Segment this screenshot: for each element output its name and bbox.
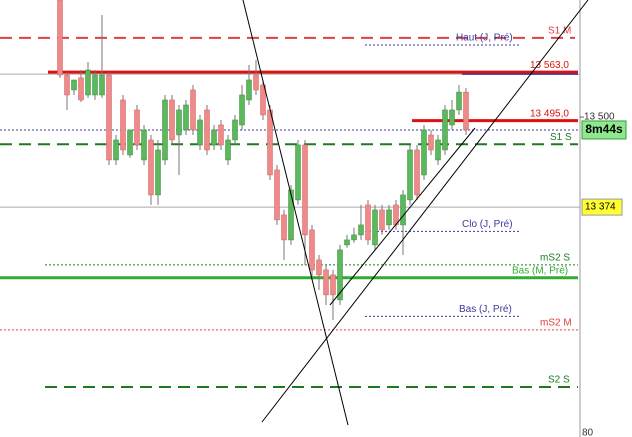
level-label: 13 563,0 — [530, 60, 569, 71]
candle-body — [274, 169, 280, 221]
candle-body — [407, 149, 413, 201]
level-label: Haut (J, Pré) — [456, 33, 513, 44]
candle-body — [351, 234, 357, 241]
candle-body — [232, 119, 238, 141]
candle-body — [281, 214, 287, 241]
candle-body — [218, 124, 224, 146]
candle-body — [435, 139, 441, 161]
candle-body — [225, 139, 231, 161]
candle-body — [316, 259, 322, 276]
level-label: S1 S — [550, 132, 572, 143]
candle-body — [344, 239, 350, 246]
candle-body — [421, 129, 427, 176]
candle-body — [246, 79, 252, 101]
current-box — [581, 198, 623, 216]
candle-body — [456, 91, 462, 111]
level-label: mS2 S — [540, 253, 570, 264]
candle-body — [400, 194, 406, 226]
candle-body — [463, 91, 469, 131]
candle-body — [239, 94, 245, 126]
candle-body — [120, 99, 126, 151]
candle-body — [148, 139, 154, 196]
candle-body — [85, 69, 91, 96]
candle-body — [155, 149, 161, 196]
candle-body — [323, 269, 329, 296]
timer-box — [581, 120, 627, 140]
candle-body — [99, 74, 105, 96]
candle-body — [372, 209, 378, 246]
level-label: mS2 M — [540, 318, 572, 329]
trend-line — [242, 0, 349, 426]
axis-fragment: 80 — [582, 428, 594, 437]
candle-body — [190, 89, 196, 131]
candle-body — [106, 74, 112, 161]
candle-body — [204, 109, 210, 151]
level-label: Bas (J, Pré) — [459, 304, 512, 315]
candle-body — [162, 99, 168, 161]
trend-line — [261, 0, 589, 423]
candle-body — [78, 77, 84, 101]
candle-body — [302, 144, 308, 236]
candle-body — [337, 249, 343, 301]
candle-body — [169, 99, 175, 141]
candle-body — [309, 229, 315, 271]
trend-line — [329, 127, 476, 306]
level-label: Bas (M, Pré) — [512, 265, 568, 276]
candle-body — [113, 139, 119, 161]
candle-body — [141, 129, 147, 161]
candle-body — [253, 74, 259, 91]
candle-body — [134, 109, 140, 146]
candle-body — [92, 74, 98, 96]
candle-body — [127, 129, 133, 156]
level-label: 13 495,0 — [530, 108, 569, 119]
candle-body — [288, 189, 294, 241]
candle-body — [365, 204, 371, 241]
candle-body — [71, 79, 77, 91]
candle-body — [379, 209, 385, 231]
level-label: S2 S — [548, 375, 570, 386]
y-tick-label: 13 500 — [584, 112, 615, 123]
candle-body — [449, 109, 455, 126]
candle-body — [358, 224, 364, 236]
level-label: Clo (J, Pré) — [462, 219, 513, 230]
candle-body — [414, 149, 420, 196]
candle-body — [64, 74, 70, 96]
candle-body — [442, 109, 448, 151]
timer: 8m44s — [585, 122, 623, 136]
candle-body — [295, 144, 301, 201]
candle-body — [197, 119, 203, 146]
candle-body — [183, 104, 189, 131]
current-label: 13 374 — [585, 202, 616, 213]
candle-body — [428, 134, 434, 151]
candle-body — [211, 129, 217, 146]
level-label: S1 M — [548, 25, 571, 36]
candle-body — [176, 109, 182, 136]
candle-body — [386, 209, 392, 226]
candle-body — [260, 84, 266, 116]
candle-body — [330, 274, 336, 296]
candle-body — [267, 109, 273, 176]
candle-body — [57, 0, 63, 76]
